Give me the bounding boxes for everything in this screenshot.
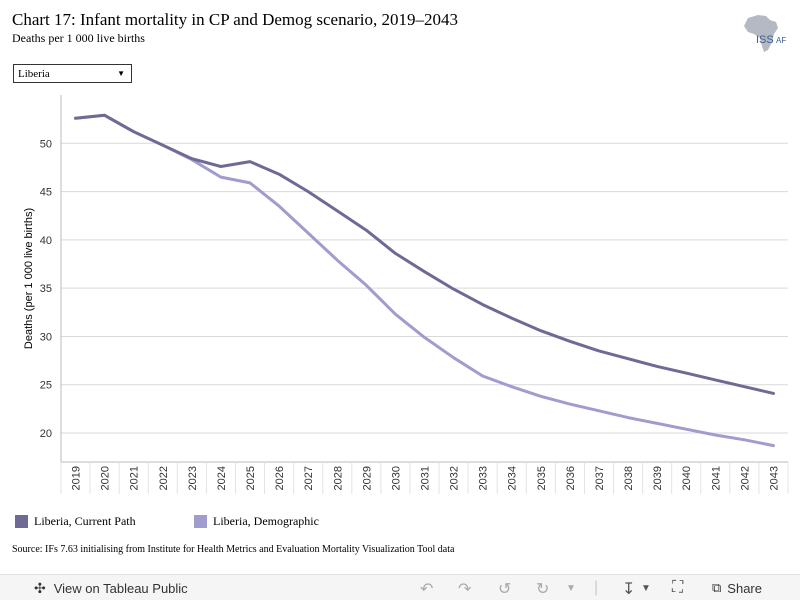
y-tick-label: 35 <box>40 283 52 295</box>
tableau-logo-icon: ✣ <box>34 580 46 596</box>
y-axis-title: Deaths (per 1 000 live births) <box>23 208 35 349</box>
x-tick-label: 2030 <box>390 466 402 490</box>
x-tick-label: 2022 <box>158 466 170 490</box>
africa-map-icon <box>744 15 778 52</box>
iss-africa-logo: ISS AF <box>738 12 790 54</box>
share-icon: ⧉ <box>712 580 722 595</box>
x-tick-label: 2023 <box>187 466 199 490</box>
x-tick-label: 2028 <box>332 466 344 490</box>
legend-swatch-demographic <box>194 515 207 528</box>
legend-item-current-path[interactable]: Liberia, Current Path <box>15 514 136 529</box>
x-tick-label: 2040 <box>681 466 693 490</box>
x-tick-label: 2019 <box>71 466 83 490</box>
y-tick-label: 40 <box>40 235 52 247</box>
x-tick-label: 2027 <box>303 466 315 490</box>
toolbar-divider: | <box>594 579 599 596</box>
legend-label-demographic: Liberia, Demographic <box>213 514 319 528</box>
y-tick-label: 30 <box>40 331 52 343</box>
tableau-toolbar: ✣ View on Tableau Public ↶ ↷ ↺ ↻ ▼ | ↧ ▼… <box>0 574 800 600</box>
y-tick-label: 50 <box>40 138 52 150</box>
source-note: Source: IFs 7.63 initialising from Insti… <box>12 544 455 555</box>
x-tick-label: 2038 <box>623 466 635 490</box>
chart-subtitle: Deaths per 1 000 live births <box>12 31 145 45</box>
x-tick-label: 2033 <box>478 466 490 490</box>
x-tick-label: 2020 <box>100 466 112 490</box>
series-line-current-path <box>74 113 775 395</box>
x-tick-label: 2043 <box>768 466 780 490</box>
redo-icon[interactable]: ↷ <box>458 581 472 598</box>
chevron-down-icon: ▼ <box>117 69 125 78</box>
legend-item-demographic[interactable]: Liberia, Demographic <box>194 514 319 529</box>
undo-icon[interactable]: ↶ <box>420 581 434 598</box>
x-tick-label: 2029 <box>361 466 373 490</box>
x-tick-label: 2034 <box>507 466 519 490</box>
chart-legend: Liberia, Current Path Liberia, Demograph… <box>0 512 800 530</box>
x-tick-label: 2035 <box>536 466 548 490</box>
y-tick-label: 25 <box>40 380 52 392</box>
dropdown-selected-value: Liberia <box>18 67 50 80</box>
download-dropdown-icon[interactable]: ▼ <box>641 583 651 594</box>
x-tick-label: 2025 <box>245 466 257 490</box>
x-tick-label: 2032 <box>449 466 461 490</box>
x-tick-label: 2024 <box>216 466 228 490</box>
fullscreen-icon[interactable]: ⛶ <box>672 579 684 596</box>
x-tick-label: 2026 <box>274 466 286 490</box>
x-tick-label: 2031 <box>420 466 432 490</box>
x-tick-label: 2036 <box>565 466 577 490</box>
refresh-icon[interactable]: ↻ <box>536 581 550 598</box>
x-tick-label: 2039 <box>652 466 664 490</box>
x-tick-label: 2042 <box>739 466 751 490</box>
legend-swatch-current-path <box>15 515 28 528</box>
download-icon[interactable]: ↧ <box>622 581 636 598</box>
logo-text: ISS <box>756 34 774 46</box>
share-button[interactable]: ⧉ Share <box>712 580 762 596</box>
view-on-tableau-link[interactable]: ✣ View on Tableau Public <box>34 580 188 597</box>
share-label: Share <box>727 580 762 596</box>
refresh-dropdown-icon[interactable]: ▼ <box>566 583 576 594</box>
y-tick-label: 20 <box>40 428 52 440</box>
x-tick-label: 2041 <box>710 466 722 490</box>
logo-suffix: AF <box>776 36 786 45</box>
revert-icon[interactable]: ↺ <box>498 581 512 598</box>
legend-label-current-path: Liberia, Current Path <box>34 514 136 528</box>
x-tick-label: 2037 <box>594 466 606 490</box>
x-tick-label: 2021 <box>129 466 141 490</box>
view-on-tableau-label: View on Tableau Public <box>53 581 188 596</box>
series-line-demographic <box>74 113 775 448</box>
y-tick-label: 45 <box>40 187 52 199</box>
chart-title: Chart 17: Infant mortality in CP and Dem… <box>12 10 459 29</box>
country-filter-dropdown[interactable]: Liberia ▼ <box>13 64 132 83</box>
